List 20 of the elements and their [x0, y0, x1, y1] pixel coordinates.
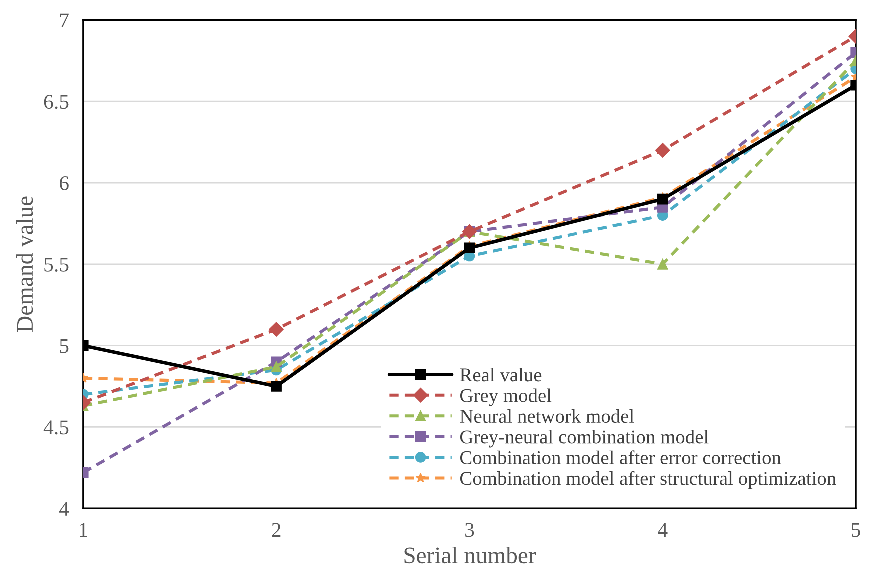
y-tick-label: 5.5 [44, 258, 69, 272]
x-tick-label: 5 [852, 523, 860, 538]
legend-label: Grey model [460, 388, 552, 406]
legend-label: Combination model after structural optimization [460, 471, 836, 490]
x-tick-label: 4 [658, 523, 668, 537]
legend-label: Neural network model [460, 409, 634, 424]
legend-label: Real value [460, 368, 542, 382]
y-tick-label: 6 [60, 176, 69, 190]
y-axis-title: Demand value [16, 196, 34, 332]
y-tick-label: 7 [60, 14, 69, 28]
y-tick-label: 4.5 [44, 420, 69, 435]
y-tick-label: 5 [60, 339, 69, 354]
y-tick-label: 4 [60, 502, 70, 516]
legend-label: Combination model after error correction [460, 450, 782, 464]
legend-label: Grey-neural combination model [460, 430, 709, 448]
y-tick-label: 6.5 [44, 95, 69, 110]
x-tick-label: 2 [272, 523, 281, 537]
x-tick-label: 3 [466, 523, 474, 538]
x-axis-title: Serial number [404, 546, 536, 564]
x-tick-label: 1 [80, 523, 88, 537]
